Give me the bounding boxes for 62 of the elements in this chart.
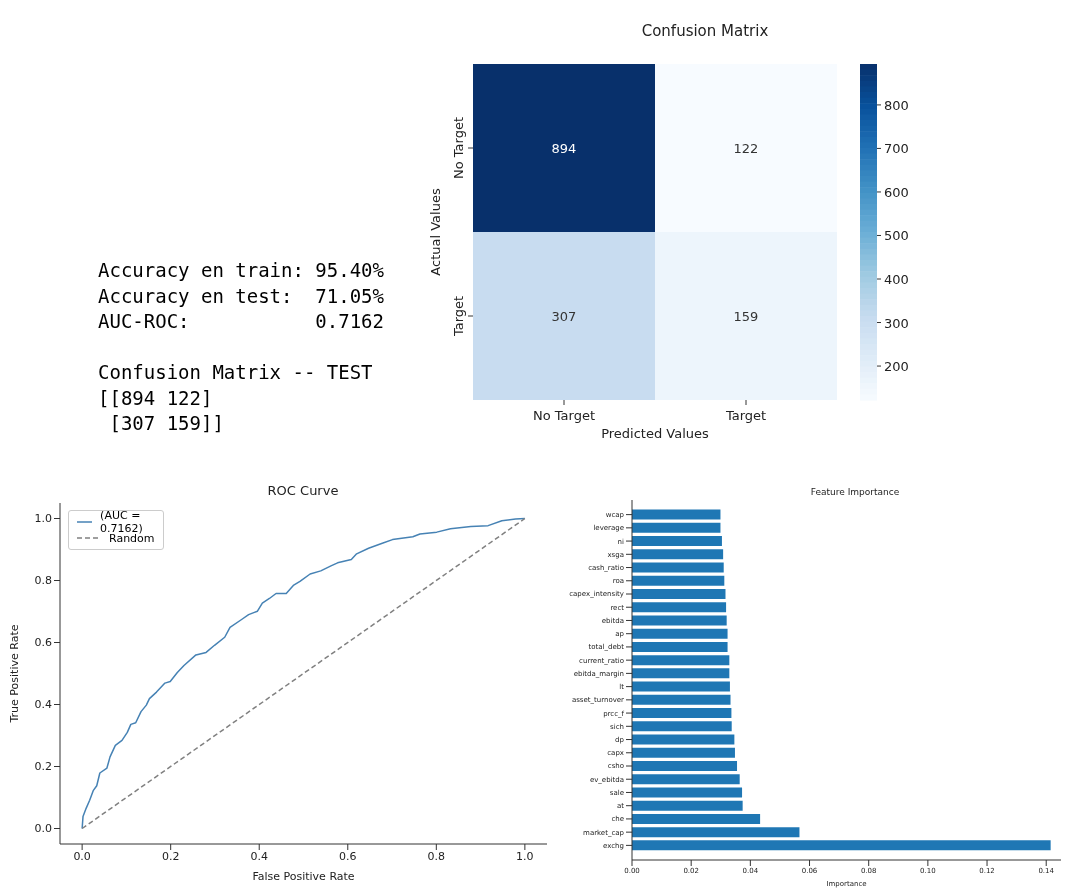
text: AUC-ROC: 0.7162 [98,309,384,334]
bar [632,549,724,560]
y-axis-title: Actual Values [428,188,443,276]
x-axis-title: False Positive Rate [252,870,355,883]
x-tick-label: 0.6 [339,849,357,863]
color-bar-label: 500 [884,228,909,244]
bar [632,588,726,599]
bar [632,840,1051,851]
chart-title: Confusion Matrix [641,22,769,40]
color-bar-label: 300 [884,315,909,331]
x-tick-label: 0.8 [427,849,446,863]
chart-title: ROC Curve [266,483,340,498]
y-tick-label: 0.2 [34,760,52,774]
data-label: 122 [733,141,759,156]
text: [[894 122] [98,385,214,411]
bar [632,509,721,520]
text: Confusion Matrix -- TEST [98,360,374,385]
x-tick-label: 1.0 [516,849,534,863]
color-bar-label: 800 [884,97,909,113]
color-bar-label: 700 [884,141,909,157]
y-tick-label: 0.8 [34,574,52,588]
bar [632,615,727,626]
color-bar-label: 400 [884,272,909,288]
bar [632,721,732,732]
text: [307 159]] [108,411,225,436]
data-label: 159 [733,309,759,324]
bar [632,522,721,533]
y-tick-label: 0.6 [34,636,52,650]
bar [632,681,730,692]
bar [632,787,743,798]
bar [632,813,761,824]
bar [632,655,730,666]
bar [632,628,728,639]
bar [632,827,800,838]
text: Accuracy en test: 71.05% [98,283,384,309]
y-tick-label: 0.0 [34,822,52,836]
bar [632,694,731,705]
bar [632,575,725,586]
bar [632,800,743,811]
bar [632,602,727,613]
y-tick-label: 0.4 [34,698,52,712]
data-label: 894 [551,141,577,156]
bar [632,747,735,758]
bar [632,760,738,771]
x-axis-title: Predicted Values [601,426,710,441]
y-tick-label: 1.0 [34,512,52,526]
bar [632,774,740,785]
bar [632,734,735,745]
x-tick-label: 0.0 [73,849,91,863]
text: Accuracy en train: 95.40% [98,258,384,283]
bar [632,536,722,547]
chart-title: Feature Importance [809,487,901,497]
color-bar-label: 200 [884,359,909,375]
data-label: 307 [551,309,577,324]
bar [632,641,728,652]
bar [632,708,732,719]
bar [632,668,730,679]
x-tick-label: 0.4 [250,849,268,863]
bar [632,562,724,573]
color-bar-label: 600 [884,184,909,200]
x-tick-label: 0.2 [161,849,180,863]
y-axis-title: True Positive Rate [7,624,21,724]
